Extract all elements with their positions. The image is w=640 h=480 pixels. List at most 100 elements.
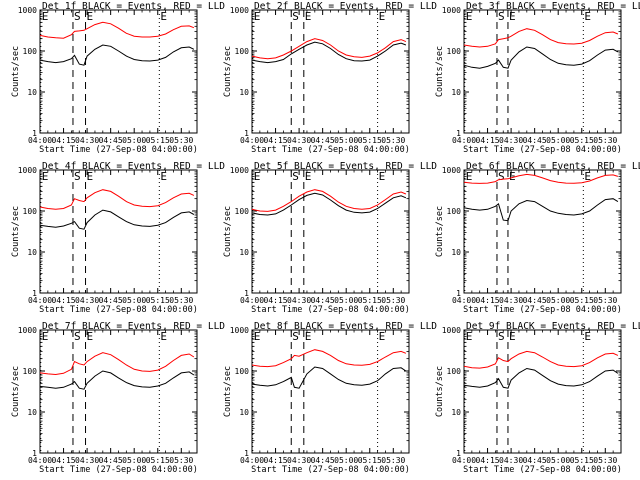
event-marker-label: E [379, 170, 386, 183]
y-tick-label: 1000 [442, 166, 461, 175]
x-tick-label: 05:15 [358, 456, 382, 465]
x-tick-label: 04:45 [311, 296, 335, 305]
event-marker-label: E [509, 10, 516, 23]
x-tick-label: 04:45 [99, 136, 123, 145]
x-tick-label: 05:00 [546, 136, 570, 145]
x-tick-label: 05:30 [381, 296, 405, 305]
event-marker-label: E [42, 10, 49, 23]
x-tick-label: 05:15 [146, 296, 170, 305]
y-tick-label: 10 [451, 408, 461, 417]
event-marker-label: E [509, 330, 516, 343]
event-marker-label: S [292, 10, 299, 23]
panel-title: Det 1f BLACK = Events, RED = LLD [42, 1, 225, 12]
event-marker-label: E [509, 170, 516, 183]
x-tick-label: 05:00 [334, 456, 358, 465]
event-marker-label: E [584, 170, 591, 183]
y-tick-label: 1 [456, 289, 461, 298]
panel-5: Det 5f BLACK = Events, RED = LLD 1 10 100 10… [223, 161, 437, 315]
y-axis-label: Counts/sec [435, 206, 445, 257]
y-axis-label: Counts/sec [223, 366, 233, 417]
event-marker-label: E [379, 330, 386, 343]
event-marker-label: S [292, 170, 299, 183]
y-axis-label: Counts/sec [11, 46, 21, 97]
x-axis-label: Start Time (27-Sep-08 04:00:00) [39, 145, 198, 155]
event-marker-label: E [466, 10, 473, 23]
x-tick-label: 04:45 [523, 296, 547, 305]
x-tick-label: 04:00 [452, 296, 476, 305]
plot-frame [463, 329, 622, 454]
y-axis-label: Counts/sec [435, 46, 445, 97]
event-marker-label: S [292, 330, 299, 343]
panel-1: Det 1f BLACK = Events, RED = LLD 1 10 100 10… [11, 1, 225, 155]
panel-7: Det 7f BLACK = Events, RED = LLD 1 10 100 10… [11, 321, 225, 475]
x-tick-label: 04:15 [264, 456, 288, 465]
x-tick-label: 04:30 [75, 136, 99, 145]
x-tick-label: 05:00 [122, 456, 146, 465]
series-events-line [251, 192, 407, 216]
x-axis-label: Start Time (27-Sep-08 04:00:00) [463, 465, 622, 475]
event-marker-label: E [87, 330, 94, 343]
x-tick-label: 04:00 [240, 296, 264, 305]
event-marker-label: E [466, 170, 473, 183]
series-lld-line [39, 21, 195, 39]
y-tick-label: 10 [239, 408, 249, 417]
event-marker-label: S [498, 10, 505, 23]
x-tick-label: 05:30 [593, 136, 617, 145]
x-axis-label: Start Time (27-Sep-08 04:00:00) [39, 465, 198, 475]
event-marker-label: E [305, 10, 312, 23]
series-events-line [463, 367, 619, 389]
series-events-line [39, 370, 195, 390]
x-tick-label: 04:00 [28, 456, 52, 465]
x-tick-label: 04:15 [476, 296, 500, 305]
x-tick-label: 04:15 [52, 296, 76, 305]
x-tick-label: 05:30 [169, 136, 193, 145]
y-tick-label: 1000 [18, 166, 37, 175]
x-tick-label: 05:00 [546, 456, 570, 465]
series-events-line [39, 209, 195, 230]
event-marker-label: S [498, 330, 505, 343]
x-axis-label: Start Time (27-Sep-08 04:00:00) [39, 305, 198, 315]
y-tick-label: 1000 [442, 6, 461, 15]
panel-title: Det 8f BLACK = Events, RED = LLD [254, 321, 437, 332]
event-marker-label: E [160, 170, 167, 183]
y-tick-label: 1000 [18, 326, 37, 335]
panel-2: Det 2f BLACK = Events, RED = LLD 1 10 100 10… [223, 1, 437, 155]
event-marker-label: E [584, 330, 591, 343]
y-tick-label: 1000 [230, 166, 249, 175]
y-tick-label: 1000 [18, 6, 37, 15]
y-axis-label: Counts/sec [11, 206, 21, 257]
event-marker-label: E [254, 10, 261, 23]
x-tick-label: 04:15 [476, 456, 500, 465]
panel-title: Det 6f BLACK = Events, RED = LLD [466, 161, 640, 172]
x-tick-label: 05:15 [358, 136, 382, 145]
event-marker-label: E [305, 170, 312, 183]
y-tick-label: 10 [239, 248, 249, 257]
event-marker-label: S [498, 170, 505, 183]
x-tick-label: 04:15 [264, 136, 288, 145]
series-lld-line [463, 173, 619, 184]
x-tick-label: 05:15 [570, 456, 594, 465]
y-tick-label: 10 [27, 88, 37, 97]
plot-frame [463, 9, 622, 134]
x-tick-label: 04:45 [523, 136, 547, 145]
y-tick-label: 1000 [230, 6, 249, 15]
event-marker-label: E [87, 170, 94, 183]
panel-6: Det 6f BLACK = Events, RED = LLD 1 10 100 10… [435, 161, 640, 315]
series-events-line [251, 41, 407, 64]
y-tick-label: 100 [23, 207, 38, 216]
x-tick-label: 04:30 [499, 456, 523, 465]
y-tick-label: 1 [32, 129, 37, 138]
y-tick-label: 1 [456, 449, 461, 458]
series-events-line [39, 44, 195, 66]
y-tick-label: 1 [244, 449, 249, 458]
series-lld-line [251, 189, 407, 212]
x-axis-label: Start Time (27-Sep-08 04:00:00) [251, 465, 410, 475]
y-tick-label: 1 [244, 289, 249, 298]
x-tick-label: 04:45 [311, 456, 335, 465]
event-marker-label: E [160, 330, 167, 343]
x-tick-label: 05:00 [122, 296, 146, 305]
event-marker-label: E [379, 10, 386, 23]
x-tick-label: 04:45 [523, 456, 547, 465]
x-axis-label: Start Time (27-Sep-08 04:00:00) [463, 145, 622, 155]
series-lld-line [463, 28, 619, 48]
